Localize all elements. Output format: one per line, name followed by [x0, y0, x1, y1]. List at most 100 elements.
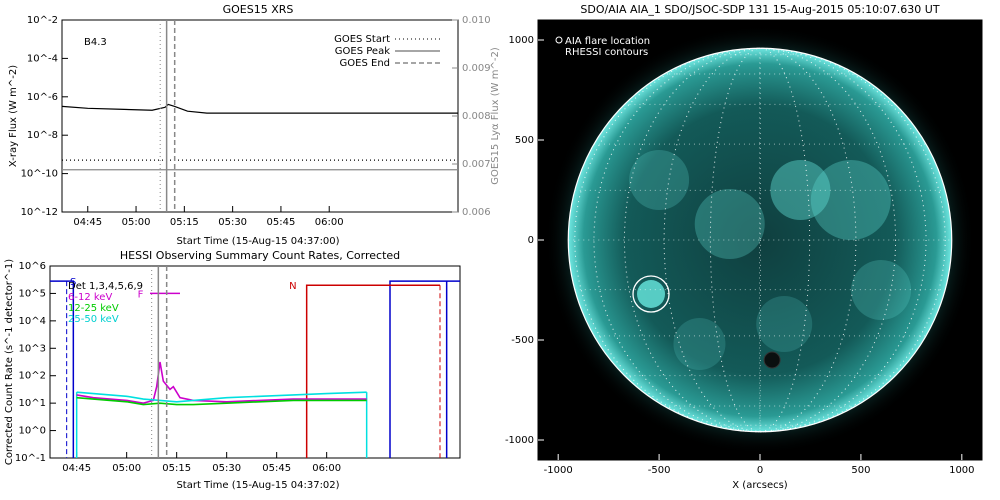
solar-limb-circle: [567, 47, 953, 433]
hessi-y-tick-label: 10^0: [19, 426, 46, 437]
goes-y-tick-label: 10^-4: [27, 53, 58, 64]
aia-x-tick-label: 500: [851, 465, 870, 476]
active-region-2: [810, 160, 891, 240]
hessi-ylabel: Corrected Count Rate (s^-1 detector^-1): [4, 259, 15, 465]
aia-y-tick-label: -1000: [505, 435, 534, 446]
active-region-6: [673, 318, 726, 370]
hessi-y-tick-label: 10^4: [19, 316, 46, 327]
goes-legend: GOES Start GOES Peak GOES End: [334, 34, 440, 69]
goes-x-tick-label: 05:15: [170, 217, 199, 228]
hessi-x-tick-label: 05:45: [262, 463, 291, 474]
hessi-series-2: [76, 391, 367, 403]
aia-x-tick-label: 0: [757, 465, 763, 476]
goes-ylabel: X-ray Flux (W m^-2): [8, 65, 19, 167]
active-region-3: [694, 189, 765, 259]
legend-goes-peak: GOES Peak: [335, 46, 390, 57]
goes-plot-frame: [61, 19, 459, 213]
goes-y-axis: 10^-2 10^-4 10^-6 10^-8 10^-10 10^-12: [21, 15, 68, 218]
goes-x-axis: 04:45 05:00 05:15 05:30 05:45 06:00: [73, 206, 344, 228]
goes-x-tick-label: 06:00: [315, 217, 344, 228]
goes-right-ylabel: GOES15 Lyα Flux (W m^-2): [490, 47, 501, 185]
hessi-x-tick-label: 04:45: [62, 463, 91, 474]
goes-right-tick-label: 0.010: [462, 15, 491, 26]
grid-longitude: [593, 47, 927, 433]
aia-y-tick-label: 0: [528, 235, 534, 246]
hessi-plot-frame: [49, 265, 461, 459]
legend-6-12: 6-12 keV: [68, 292, 112, 303]
hessi-night-flag: [305, 284, 440, 458]
legend-12-25: 12-25 keV: [68, 303, 119, 314]
active-region-7: [851, 260, 912, 320]
aia-legend: AIA flare location RHESSI contours: [555, 36, 650, 58]
hessi-x-tick-label: 06:00: [312, 463, 341, 474]
aia-x-axis: -1000 -500 0 500 1000: [544, 454, 975, 476]
aia-y-tick-label: 1000: [509, 35, 534, 46]
hessi-series-1: [76, 396, 367, 406]
goes-right-tick-label: 0.006: [462, 207, 491, 218]
aia-y-tick-label: 500: [515, 135, 534, 146]
legend-25-50: 25-50 keV: [68, 314, 119, 325]
hessi-x-tick-label: 05:00: [112, 463, 141, 474]
aia-x-tick-label: -500: [648, 465, 671, 476]
goes-y-tick-label: 10^-8: [27, 130, 58, 141]
goes-title: GOES15 XRS: [223, 3, 294, 16]
goes-x-tick-label: 05:30: [218, 217, 247, 228]
legend-goes-end: GOES End: [340, 58, 390, 69]
hessi-saa-flag-start: [50, 280, 75, 458]
goes-right-tick-label: 0.007: [462, 159, 491, 170]
hessi-y-tick-label: 10^-1: [15, 453, 46, 464]
legend-goes-start: GOES Start: [334, 34, 390, 45]
goes-x-tick-label: 04:45: [73, 217, 102, 228]
goes-right-tick-label: 0.009: [462, 63, 491, 74]
hessi-y-tick-label: 10^5: [19, 288, 46, 299]
legend-det: Det 1,3,4,5,6,9: [68, 281, 143, 292]
hessi-x-tick-label: 05:30: [212, 463, 241, 474]
goes-series-line-0: [61, 103, 458, 114]
hessi-series: [76, 361, 367, 406]
active-region-4: [629, 150, 690, 210]
aia-y-tick-label: -500: [511, 335, 534, 346]
goes-x-tick-label: 05:45: [267, 217, 296, 228]
hessi-x-axis: 04:45 05:00 05:15 05:30 05:45 06:00: [62, 452, 341, 474]
aia-flare-location-marker: [632, 275, 670, 313]
hessi-series-0: [76, 361, 367, 404]
aia-x-tick-label: -1000: [544, 465, 573, 476]
hessi-flag-f-label: F: [138, 289, 144, 300]
aia-y-axis: 1000 500 0 -500 -1000: [505, 35, 544, 446]
dark-sunspot-feature: [763, 351, 781, 369]
goes-series: [61, 103, 458, 171]
hessi-flag-s-label: S: [70, 277, 76, 288]
aia-xlabel: X (arcsecs): [732, 480, 788, 491]
grid-longitude: [663, 47, 857, 433]
hessi-y-tick-label: 10^6: [19, 261, 46, 272]
hessi-y-tick-label: 10^3: [19, 343, 46, 354]
aia-legend-circle-icon: [555, 36, 563, 44]
aia-legend-flare: AIA flare location: [565, 36, 650, 47]
goes-x-tick-label: 05:00: [122, 217, 151, 228]
hessi-time-markers: [151, 266, 168, 458]
goes-time-markers: [159, 20, 176, 212]
goes-panel: GOES15 XRS 04:45 05:00 05:15 05:30 05:45 06:0…: [8, 3, 501, 247]
aia-panel: SDO/AIA AIA_1 SDO/JSOC-SDP 131 15-Aug-20…: [505, 3, 983, 491]
hessi-saa-flag-end: [389, 280, 460, 458]
grid-longitude: [623, 47, 897, 433]
goes-class-label: B4.3: [84, 37, 107, 48]
hessi-panel: HESSI Observing Summary Count Rates, Cor…: [4, 249, 461, 491]
hessi-flag-n-label: N: [289, 281, 296, 292]
hessi-xlabel: Start Time (15-Aug-15 04:37:02): [176, 480, 339, 491]
grid-longitude: [709, 47, 811, 433]
hessi-y-tick-label: 10^2: [19, 371, 46, 382]
goes-y-tick-label: 10^-12: [21, 207, 58, 218]
goes-y-tick-label: 10^-2: [27, 15, 58, 26]
active-region-5: [756, 296, 813, 352]
hessi-y-tick-label: 10^1: [19, 398, 46, 409]
goes-y-tick-label: 10^-6: [27, 92, 58, 103]
hessi-legend: Det 1,3,4,5,6,9 6-12 keV 12-25 keV 25-50…: [68, 281, 143, 325]
active-region-0: [637, 280, 666, 308]
heliographic-grid: [568, 47, 952, 433]
hessi-title: HESSI Observing Summary Count Rates, Cor…: [120, 249, 400, 262]
goes-xlabel: Start Time (15-Aug-15 04:37:00): [176, 236, 339, 247]
hessi-x-tick-label: 05:15: [162, 463, 191, 474]
hessi-y-axis: 10^6 10^5 10^4 10^3 10^2 10^1 10^0 10^-1: [15, 261, 56, 464]
